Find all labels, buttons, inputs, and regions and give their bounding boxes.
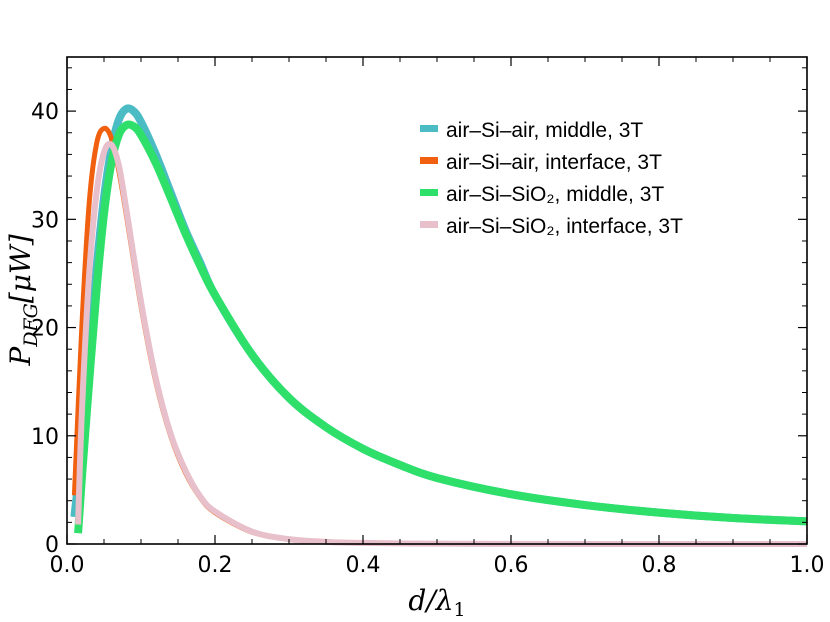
- legend-swatch-1: [420, 125, 438, 132]
- y-tick-label: 30: [31, 208, 59, 233]
- legend-label-1: air–Si–air, middle, 3T: [446, 119, 643, 142]
- y-tick-label: 0: [45, 533, 59, 558]
- x-tick-label: 0.6: [494, 553, 529, 578]
- x-tick-label: 0.2: [198, 553, 233, 578]
- legend-swatch-4: [420, 221, 438, 228]
- series-line-3: [74, 120, 808, 534]
- svg-text:PDFG[μW]: PDFG[μW]: [4, 234, 42, 366]
- legend-label-2: air–Si–air, interface, 3T: [446, 151, 662, 174]
- legend-label-3: air–Si–SiO₂, middle, 3T: [446, 183, 664, 206]
- legend-swatch-3: [420, 189, 438, 196]
- legend-label-4: air–Si–SiO₂, interface, 3T: [446, 215, 683, 238]
- y-tick-label: 10: [31, 425, 59, 450]
- legend: air–Si–air, middle, 3T air–Si–air, interf…: [420, 119, 683, 238]
- x-tick-label: 0.8: [642, 553, 677, 578]
- y-tick-label: 40: [31, 100, 59, 125]
- y-tick-label: 20: [31, 317, 59, 342]
- x-tick-label: 0.0: [50, 553, 85, 578]
- legend-swatch-2: [420, 157, 438, 164]
- x-tick-label: 0.4: [346, 553, 381, 578]
- tick-layer: 0.0 0.2 0.4 0.6 0.8 1.0 0 10 20 30 40: [31, 57, 825, 578]
- x-axis-label: d/λ1: [408, 584, 465, 621]
- plot-background: [67, 57, 807, 544]
- y-axis-label: PDFG[μW]: [4, 234, 42, 366]
- x-tick-label: 1.0: [790, 553, 825, 578]
- series-layer: [70, 104, 808, 548]
